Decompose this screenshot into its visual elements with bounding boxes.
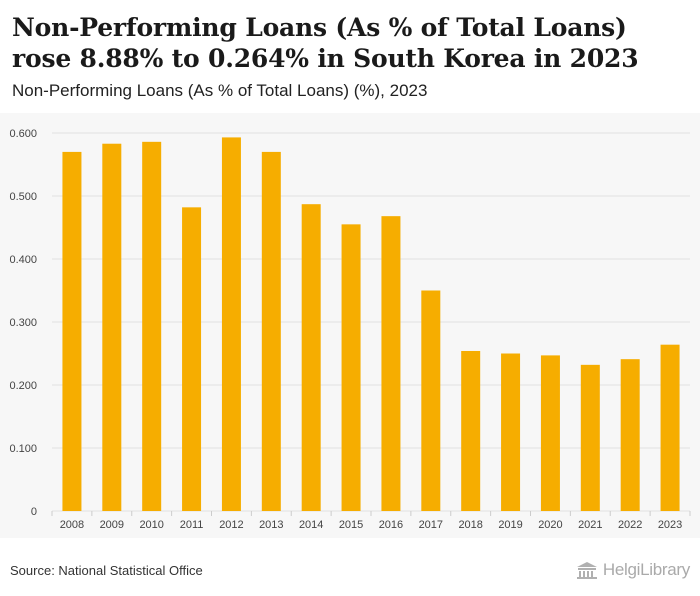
x-tick-label: 2022 [618,519,642,531]
x-tick-label: 2015 [339,519,363,531]
bar-2022[interactable] [620,359,640,511]
x-tick-label: 2009 [100,519,124,531]
bar-2017[interactable] [421,290,441,512]
bar-2009[interactable] [102,143,122,511]
x-tick-label: 2020 [538,519,562,531]
y-tick-label: 0.100 [9,443,37,455]
x-tick-label: 2012 [219,519,243,531]
x-tick-label: 2023 [658,519,682,531]
x-tick-label: 2013 [259,519,283,531]
x-tick-label: 2016 [379,519,403,531]
chart-title: Non-Performing Loans (As % of Total Loan… [12,13,639,73]
y-tick-label: 0.200 [9,380,37,392]
x-tick-label: 2010 [139,519,163,531]
bar-2023[interactable] [660,344,680,511]
bar-2015[interactable] [341,224,361,511]
logo-text: HelgiLibrary [602,560,690,579]
bar-chart: 0 0.100 0.200 0.300 0.400 0.500 0.600 2008 2009 2… [9,128,691,531]
chart-subtitle: Non-Performing Loans (As % of Total Loan… [12,81,428,100]
bar-2020[interactable] [540,355,560,511]
x-tick-label: 2011 [180,519,204,531]
source-note: Source: National Statistical Office [10,563,203,578]
bar-2014[interactable] [301,204,321,511]
y-tick-label: 0 [31,506,37,518]
x-tick-label: 2014 [299,519,323,531]
y-tick-label: 0.500 [9,191,37,203]
bar-2010[interactable] [142,141,162,511]
bar-2018[interactable] [461,350,481,511]
bar-2011[interactable] [182,207,202,511]
y-tick-label: 0.600 [9,128,37,140]
x-tick-label: 2018 [458,519,482,531]
y-tick-label: 0.400 [9,254,37,266]
building-icon [576,562,597,579]
bar-2008[interactable] [62,151,82,511]
bar-2013[interactable] [261,151,281,511]
y-tick-label: 0.300 [9,317,37,329]
x-tick-label: 2021 [578,519,602,531]
helgi-library-logo[interactable]: HelgiLibrary [576,560,690,580]
bar-2012[interactable] [221,137,241,511]
x-tick-label: 2019 [498,519,522,531]
bar-2021[interactable] [580,364,600,511]
x-tick-label: 2008 [60,519,84,531]
x-tick-label: 2017 [419,519,443,531]
bar-2016[interactable] [381,216,401,511]
bar-2019[interactable] [501,353,521,512]
